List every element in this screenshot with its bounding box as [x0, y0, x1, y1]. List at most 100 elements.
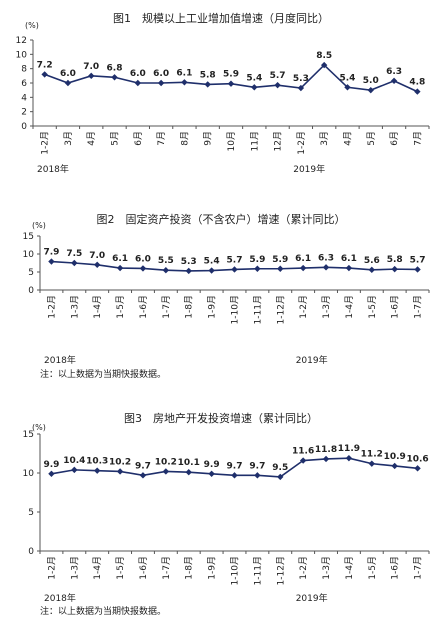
data-label: 11.9 [338, 444, 360, 454]
data-point [162, 468, 170, 475]
data-point [71, 259, 78, 267]
data-point [71, 466, 78, 474]
data-point [299, 457, 307, 464]
data-label: 6.0 [153, 69, 169, 79]
data-point [414, 88, 421, 95]
x-tick-label: 1-9月 [207, 556, 218, 580]
x-tick-label: 1-2月 [298, 295, 309, 319]
year-label: 2018年 [44, 354, 76, 366]
data-point [64, 79, 72, 87]
data-point [277, 473, 284, 481]
data-point [254, 472, 261, 479]
x-tick-label: 3月 [63, 131, 74, 146]
data-label: 5.5 [158, 256, 174, 266]
data-point [344, 84, 351, 91]
x-tick-label: 1-7月 [161, 295, 172, 319]
x-tick-label: 1-6月 [138, 556, 149, 580]
data-label: 9.9 [43, 460, 59, 470]
data-label: 9.7 [135, 461, 151, 471]
x-tick-label: 1-6月 [138, 295, 149, 319]
y-tick-label: 5 [28, 268, 34, 278]
year-label: 2019年 [296, 592, 328, 604]
y-unit-label: (%) [25, 21, 39, 30]
data-point [208, 470, 215, 477]
x-tick-label: 1-5月 [115, 295, 126, 319]
data-label: 6.0 [135, 254, 151, 264]
y-unit-label: (%) [32, 423, 46, 432]
y-tick-label: 10 [23, 469, 35, 479]
x-tick-label: 7月 [412, 131, 423, 146]
x-tick-label: 1-4月 [92, 295, 103, 319]
data-point [231, 266, 238, 273]
x-tick-label: 1-8月 [184, 556, 195, 580]
chart-1: 图1 规模以上工业增加值增速（月度同比） (%) 0 2 4 6 8 10 12 1-2月 3月 4月… [16, 11, 430, 175]
data-label: 10.1 [178, 458, 200, 468]
y-tick-label: 10 [16, 50, 28, 60]
data-label: 5.9 [249, 255, 265, 265]
data-label: 10.4 [63, 456, 85, 466]
data-label: 7.2 [37, 60, 53, 70]
data-label: 10.2 [155, 457, 177, 467]
chart-title: 图2 固定资产投资（不含农户）增速（累计同比） [97, 212, 346, 226]
data-label: 5.9 [272, 255, 288, 265]
data-point [414, 465, 421, 472]
x-tick-label: 1-5月 [115, 556, 126, 580]
data-label: 11.6 [292, 447, 314, 457]
x-tick-label: 1-7月 [413, 556, 424, 580]
data-point [48, 470, 55, 477]
data-label: 5.9 [223, 70, 239, 80]
data-point [367, 86, 374, 94]
x-tick-label: 1-11月 [252, 556, 263, 585]
x-tick-label: 6月 [133, 131, 144, 146]
data-point [299, 264, 307, 272]
data-label: 11.8 [315, 445, 337, 455]
data-label: 6.3 [386, 67, 402, 77]
x-tick-label: 1-4月 [92, 556, 103, 580]
data-label: 7.9 [43, 248, 59, 258]
data-point [345, 264, 353, 272]
x-tick-label: 1-7月 [161, 556, 172, 580]
data-label: 8.5 [316, 51, 332, 61]
x-tick-label: 1-9月 [207, 295, 218, 319]
data-label: 6.8 [107, 63, 123, 73]
y-tick-label: 0 [28, 547, 34, 557]
data-label: 6.1 [295, 254, 311, 264]
x-tick-label: 7月 [156, 131, 167, 146]
data-point [345, 454, 353, 462]
data-point [391, 265, 398, 273]
data-label: 5.6 [364, 256, 380, 266]
x-tick-label: 1-6月 [390, 556, 401, 580]
data-label: 5.4 [246, 73, 262, 83]
year-label: 2018年 [44, 592, 76, 604]
x-tick-label: 1-11月 [252, 295, 263, 324]
x-tick-label: 1-2月 [296, 131, 307, 155]
data-label: 5.3 [293, 74, 309, 84]
y-tick-label: 12 [16, 36, 27, 46]
data-point [251, 84, 258, 91]
data-label: 7.0 [83, 62, 99, 72]
data-point [231, 472, 238, 479]
x-tick-label: 1-12月 [275, 556, 286, 585]
x-tick-label: 5月 [366, 131, 377, 146]
y-tick-label: 15 [23, 430, 34, 440]
x-tick-label: 1-10月 [230, 556, 241, 585]
data-label: 10.3 [86, 457, 108, 467]
data-label: 5.4 [339, 73, 355, 83]
x-tick-label: 5月 [110, 131, 121, 146]
data-point [368, 460, 375, 467]
data-label: 6.0 [130, 69, 146, 79]
data-point [390, 77, 398, 85]
data-label: 9.7 [227, 461, 243, 471]
x-tick-label: 11月 [249, 131, 260, 151]
x-tick-label: 1-12月 [275, 295, 286, 324]
data-label: 5.7 [270, 71, 286, 81]
x-tick-label: 1-5月 [367, 295, 378, 319]
chart-3: 图3 房地产开发投资增速（累计同比） (%) 0 5 10 15 1-2月 1-3月 1-4月 1… [23, 411, 430, 617]
data-point [111, 74, 118, 81]
data-point [157, 79, 165, 87]
data-label: 5.4 [204, 257, 220, 267]
data-label: 5.7 [227, 255, 243, 265]
data-point [48, 258, 55, 265]
y-tick-label: 6 [21, 79, 27, 89]
data-point [94, 467, 101, 474]
